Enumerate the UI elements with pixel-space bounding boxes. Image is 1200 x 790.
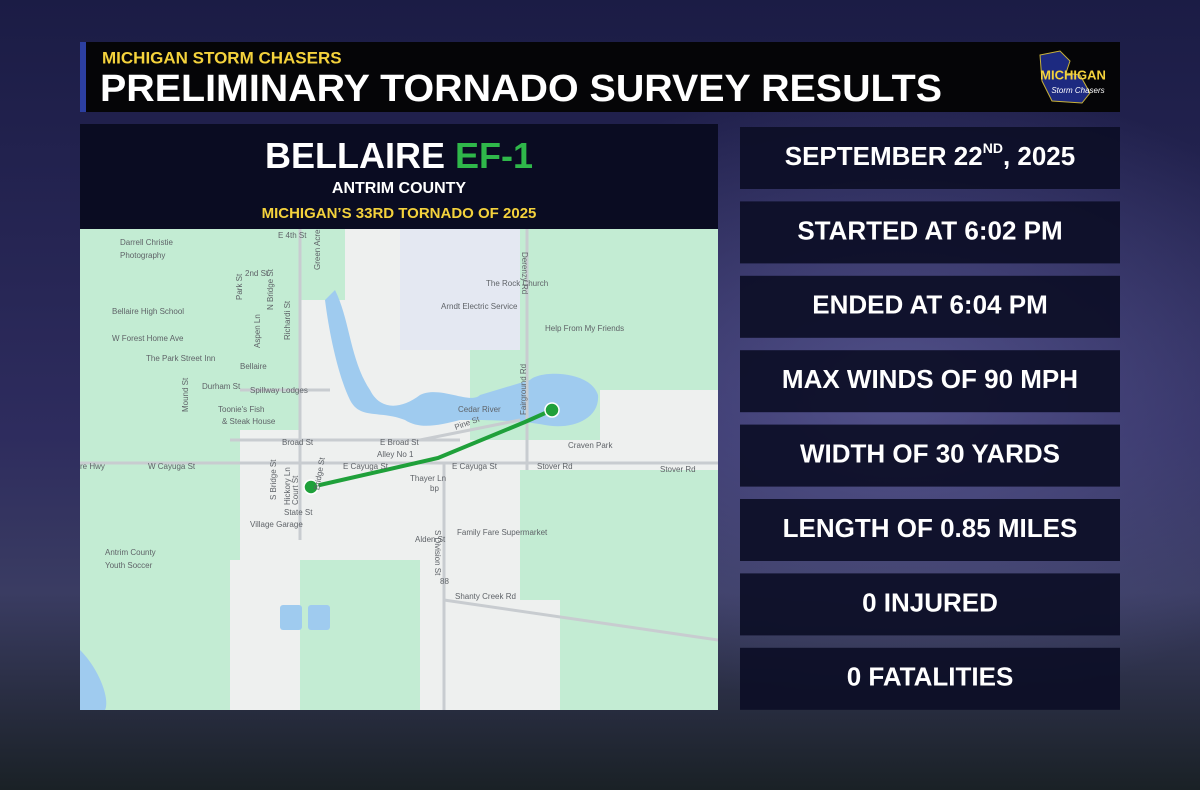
county: ANTRIM COUNTY — [332, 180, 467, 197]
stat-text: MAX WINDS OF 90 MPH — [782, 364, 1078, 394]
map-label: re Hwy — [80, 462, 105, 471]
map-label: Spillway Lodges — [250, 386, 308, 395]
map-pond — [280, 605, 302, 630]
map-label: Bellaire High School — [112, 307, 184, 316]
map-label: Richardi St — [283, 300, 292, 340]
stat-box — [740, 573, 1120, 636]
date: SEPTEMBER 22ND, 2025 — [785, 140, 1075, 171]
stat-box — [740, 127, 1120, 189]
map-label: bp — [430, 484, 439, 493]
stat-text: 0 FATALITIES — [847, 662, 1014, 692]
tornado-note: MICHIGAN’S 33RD TORNADO OF 2025 — [262, 205, 537, 222]
date-suffix: ND — [983, 140, 1003, 156]
map-label: S Bridge St — [269, 459, 278, 500]
map-lake — [80, 650, 107, 710]
map-label: Hickory Ln — [283, 467, 292, 505]
tornado-path — [310, 408, 553, 489]
stats: SEPTEMBER 22ND, 2025 STARTED AT 6:02 PM EN… — [740, 127, 1120, 710]
stat-text: ENDED AT 6:04 PM — [812, 290, 1048, 320]
map-label: Darrell Christie — [120, 238, 173, 247]
map-label: Park St — [235, 273, 244, 300]
stat-box — [740, 499, 1120, 561]
map-label: Durham St — [202, 382, 241, 391]
map-label: Youth Soccer — [105, 561, 153, 570]
header-bar — [80, 42, 1120, 112]
stat-box — [740, 275, 1120, 338]
stat-text: STARTED AT 6:02 PM — [797, 215, 1062, 245]
map-label: State St — [284, 508, 313, 517]
map-label: Bellaire — [240, 362, 267, 371]
map-label: W Cayuga St — [148, 462, 196, 471]
map-label: Arndt Electric Service — [441, 302, 518, 311]
header-accent — [80, 42, 86, 112]
map-label: Help From My Friends — [545, 324, 624, 333]
map-label: The Rock Church — [486, 279, 548, 288]
logo-script: Storm Chasers — [1051, 86, 1104, 95]
panel-header — [80, 124, 718, 229]
map: Darrell Christie Photography E 4th St 2nd S… — [80, 210, 718, 710]
map-label: Thayer Ln — [410, 474, 446, 483]
map-label: N Bridge St — [266, 268, 275, 310]
date-main: SEPTEMBER 22 — [785, 141, 983, 171]
town: BELLAIRE — [265, 135, 445, 176]
map-label: Family Fare Supermarket — [457, 528, 548, 537]
map-label: Craven Park — [568, 441, 613, 450]
map-label: Stover Rd — [660, 465, 696, 474]
rating: EF-1 — [455, 135, 533, 176]
map-lake — [325, 290, 599, 427]
logo-shape — [1039, 50, 1091, 104]
header-subtitle: MICHIGAN STORM CHASERS — [102, 48, 342, 67]
map-label: Mound St — [181, 377, 190, 412]
map-label: 2nd St — [245, 269, 269, 278]
map-pond — [308, 605, 330, 630]
map-label: 88 — [440, 577, 449, 586]
panel-title: BELLAIRE EF-1 — [265, 135, 533, 176]
stat-text: LENGTH OF 0.85 MILES — [783, 513, 1078, 543]
map-label: W Forest Home Ave — [112, 334, 184, 343]
map-label: Antrim County — [105, 548, 156, 557]
map-label: Photography — [120, 251, 165, 260]
map-label: Aspen Ln — [253, 314, 262, 348]
map-label: Alden St — [415, 535, 446, 544]
stat-text: 0 INJURED — [862, 587, 998, 617]
map-label: The Park Street Inn — [146, 354, 215, 363]
map-label: Cedar River — [458, 405, 501, 414]
stat-box — [740, 647, 1120, 710]
map-label: Stover Rd — [537, 462, 573, 471]
stat-box — [740, 201, 1120, 264]
map-label: E Cayuga St — [343, 462, 389, 471]
path-end — [544, 402, 560, 418]
logo-text: MICHIGAN — [1040, 67, 1106, 82]
map-park — [80, 229, 718, 710]
map-label: Fairground Rd — [519, 364, 528, 415]
map-label: E Cayuga St — [452, 462, 498, 471]
map-roads — [80, 229, 718, 710]
map-label: E Broad St — [380, 438, 419, 447]
map-park — [80, 229, 345, 560]
map-label: S Division St — [433, 530, 442, 576]
map-label: Broad St — [282, 438, 314, 447]
map-label: Court St — [291, 475, 300, 505]
stat-box — [740, 424, 1120, 487]
map-label: Derenzy Rd — [520, 252, 529, 294]
map-label: Green Acres Ave — [313, 210, 322, 270]
map-label: E 4th St — [278, 231, 307, 240]
map-label: Shanty Creek Rd — [455, 592, 516, 601]
date-year: , 2025 — [1003, 141, 1075, 171]
stat-box — [740, 350, 1120, 413]
path-start — [303, 479, 319, 495]
map-area — [400, 229, 520, 350]
stat-text: WIDTH OF 30 YARDS — [800, 438, 1060, 468]
map-label: Village Garage — [250, 520, 303, 529]
map-label: & Steak House — [222, 417, 276, 426]
map-label: Alley No 1 — [377, 450, 414, 459]
header-title: PRELIMINARY TORNADO SURVEY RESULTS — [100, 68, 942, 110]
map-label: Toonie's Fish — [218, 405, 264, 414]
